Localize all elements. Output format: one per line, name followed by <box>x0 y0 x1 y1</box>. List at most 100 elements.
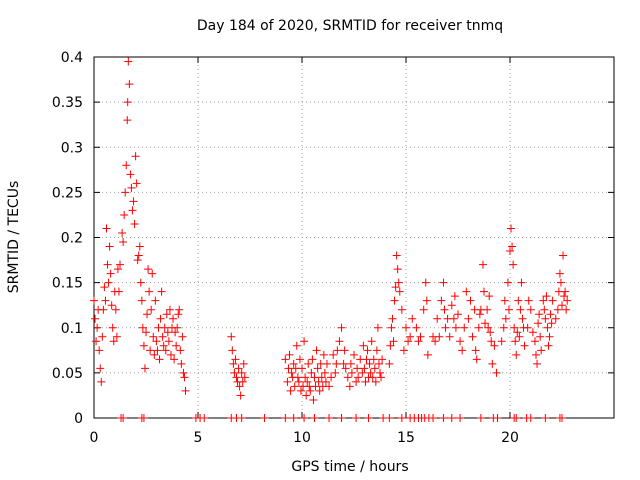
data-point <box>462 287 471 296</box>
data-point <box>126 170 135 179</box>
data-point <box>177 359 186 368</box>
data-point <box>339 359 348 368</box>
data-point <box>230 368 239 377</box>
data-point <box>365 359 374 368</box>
data-point <box>480 287 488 296</box>
data-point <box>493 414 502 422</box>
data-point <box>96 364 105 373</box>
data-point <box>516 305 525 314</box>
data-point <box>102 224 111 233</box>
data-point <box>113 265 122 274</box>
data-point <box>179 368 188 377</box>
data-point <box>337 414 346 422</box>
data-point <box>138 323 147 332</box>
data-point <box>172 341 181 350</box>
data-point <box>180 373 189 382</box>
data-point <box>540 305 549 314</box>
data-point <box>530 337 539 346</box>
data-point <box>229 359 238 368</box>
data-point <box>100 283 109 292</box>
data-point <box>306 386 315 395</box>
data-point <box>284 364 293 373</box>
data-point <box>543 323 552 332</box>
data-point <box>478 260 487 269</box>
data-point <box>331 368 340 377</box>
data-point <box>129 197 138 206</box>
data-point <box>340 346 349 355</box>
data-point <box>93 323 102 332</box>
x-tick-label: 20 <box>501 430 519 446</box>
data-point <box>341 364 350 373</box>
data-point <box>507 224 516 233</box>
data-point <box>311 382 320 391</box>
data-point <box>555 269 564 278</box>
data-point <box>302 391 311 400</box>
data-point <box>108 323 117 332</box>
data-point <box>440 305 449 314</box>
y-tick-label: 0.2 <box>61 231 83 247</box>
data-point <box>537 346 546 355</box>
data-point <box>307 368 316 377</box>
data-point <box>289 359 298 368</box>
data-point <box>158 332 167 341</box>
data-markers <box>90 57 572 422</box>
data-point <box>408 314 417 323</box>
data-point <box>155 355 164 364</box>
data-point <box>534 319 543 328</box>
data-point <box>139 341 148 350</box>
data-point <box>518 314 527 323</box>
data-point <box>449 314 458 323</box>
data-point <box>386 341 395 350</box>
data-point <box>371 377 380 386</box>
data-point <box>107 301 116 310</box>
x-tick-label: 10 <box>293 430 311 446</box>
data-point <box>414 337 423 346</box>
data-point <box>450 292 459 301</box>
data-point <box>239 359 248 368</box>
data-point <box>377 373 386 382</box>
data-point <box>374 359 383 368</box>
data-point <box>165 305 174 314</box>
data-point <box>106 269 115 278</box>
data-point <box>301 373 310 382</box>
data-point <box>353 364 362 373</box>
data-point <box>304 359 313 368</box>
data-point <box>200 414 209 422</box>
data-point <box>397 305 406 314</box>
data-point <box>237 368 246 377</box>
x-tick-label: 15 <box>397 430 415 446</box>
data-point <box>433 314 442 323</box>
data-point <box>402 323 410 332</box>
data-point <box>512 350 521 359</box>
y-tick-label: 0 <box>74 411 83 427</box>
data-point <box>551 314 560 323</box>
data-point <box>90 296 98 305</box>
data-point <box>329 350 338 359</box>
data-point <box>447 301 456 310</box>
x-axis-label: GPS time / hours <box>291 459 408 475</box>
data-point <box>127 183 136 192</box>
data-point <box>466 296 475 305</box>
data-point <box>360 364 369 373</box>
data-point <box>181 386 190 395</box>
data-point <box>499 323 508 332</box>
data-point <box>98 332 107 341</box>
data-point <box>310 414 319 422</box>
data-point <box>292 341 301 350</box>
data-point <box>153 346 162 355</box>
data-point <box>421 278 430 287</box>
data-point <box>481 319 490 328</box>
data-point <box>345 382 354 391</box>
data-point <box>159 341 168 350</box>
data-point <box>289 414 298 422</box>
data-point <box>350 350 358 359</box>
data-point <box>109 337 118 346</box>
y-tick-label: 0.15 <box>52 276 83 292</box>
data-point <box>162 310 171 319</box>
data-point <box>487 337 496 346</box>
data-point <box>406 332 415 341</box>
data-point <box>392 251 401 260</box>
data-point <box>476 414 485 422</box>
data-point <box>285 350 294 359</box>
data-point <box>300 414 309 422</box>
